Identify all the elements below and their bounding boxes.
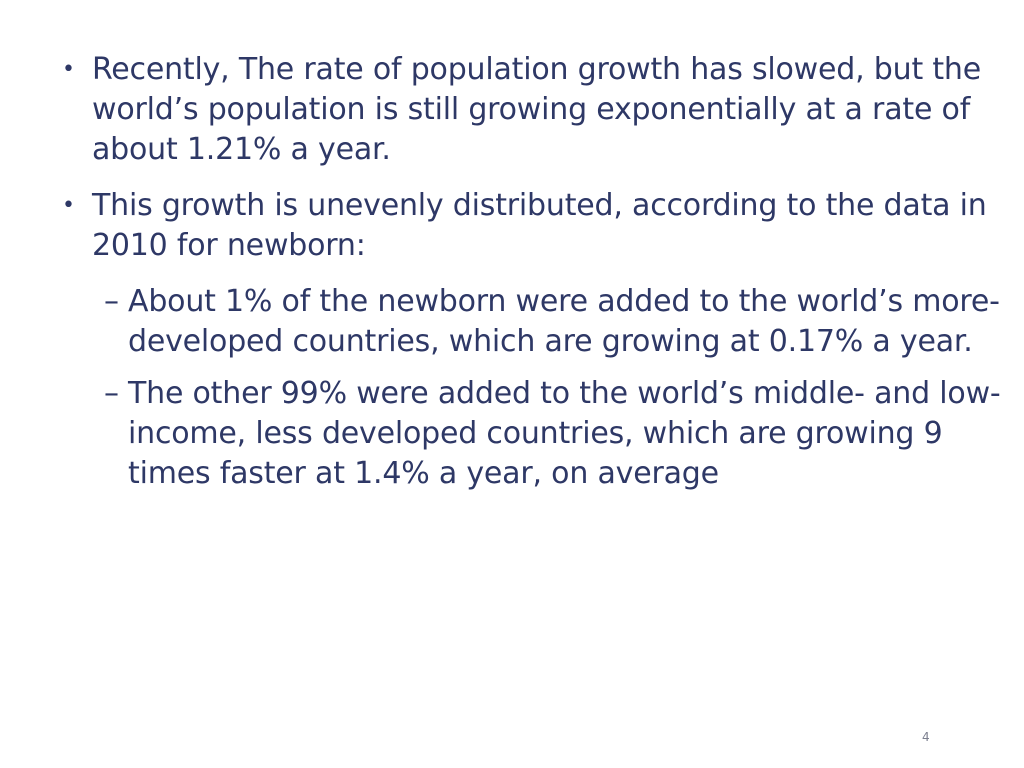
sub-bullet-marker: – <box>104 376 119 411</box>
sub-bullet-marker: – <box>104 284 119 319</box>
sub-bullet-item: – The other 99% were added to the world’… <box>56 374 1006 494</box>
sub-bullet-item: – About 1% of the newborn were added to … <box>56 282 1006 362</box>
sub-bullet-text: The other 99% were added to the world’s … <box>128 376 1001 491</box>
sub-bullet-text: About 1% of the newborn were added to th… <box>128 284 1000 359</box>
page-number: 4 <box>922 730 930 744</box>
bullet-marker: • <box>62 57 75 82</box>
bullet-item: • Recently, The rate of population growt… <box>56 50 1006 170</box>
bullet-item: • This growth is unevenly distributed, a… <box>56 186 1006 266</box>
slide-content: • Recently, The rate of population growt… <box>56 50 1006 502</box>
bullet-text: This growth is unevenly distributed, acc… <box>92 188 987 263</box>
bullet-marker: • <box>62 193 75 218</box>
bullet-text: Recently, The rate of population growth … <box>92 52 981 167</box>
